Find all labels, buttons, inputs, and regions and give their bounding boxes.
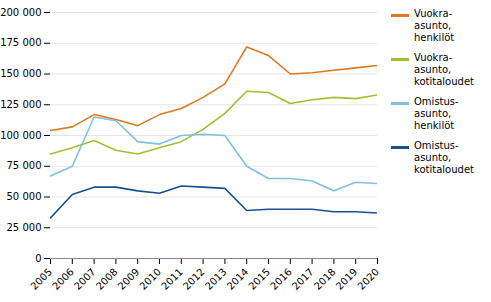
svg-text:2012: 2012 xyxy=(181,266,207,292)
svg-text:175 000: 175 000 xyxy=(0,37,41,48)
svg-text:150 000: 150 000 xyxy=(0,68,41,79)
svg-text:2019: 2019 xyxy=(334,266,360,292)
svg-text:2005: 2005 xyxy=(28,266,54,292)
svg-text:50 000: 50 000 xyxy=(7,191,42,202)
svg-text:200 000: 200 000 xyxy=(0,7,41,18)
html-text:Omistus- asunto, kotitaloudet: Omistus- asunto, kotitaloudet xyxy=(414,140,474,175)
svg-text:0: 0 xyxy=(35,253,41,264)
html-text:Vuokra- asunto, kotitaloudet: Vuokra- asunto, kotitaloudet xyxy=(414,52,474,87)
svg-text:25 000: 25 000 xyxy=(7,222,42,233)
svg-text:2006: 2006 xyxy=(50,266,76,292)
html-text:Omistus- asunto, henkilöt: Omistus- asunto, henkilöt xyxy=(414,96,459,131)
svg-text:125 000: 125 000 xyxy=(0,99,41,110)
svg-text:2014: 2014 xyxy=(225,266,251,292)
svg-text:2011: 2011 xyxy=(159,266,185,292)
svg-text:2016: 2016 xyxy=(268,266,294,292)
svg-text:75 000: 75 000 xyxy=(7,160,42,171)
svg-text:2020: 2020 xyxy=(355,266,381,292)
svg-text:2013: 2013 xyxy=(203,266,229,292)
svg-text:2009: 2009 xyxy=(116,266,142,292)
html-text:Vuokra- asunto, henkilöt: Vuokra- asunto, henkilöt xyxy=(414,8,455,43)
svg-text:2007: 2007 xyxy=(72,266,98,292)
svg-text:2010: 2010 xyxy=(137,266,163,292)
svg-text:100 000: 100 000 xyxy=(0,130,41,141)
svg-text:2017: 2017 xyxy=(290,266,316,292)
svg-text:2015: 2015 xyxy=(246,266,272,292)
svg-text:2018: 2018 xyxy=(312,266,338,292)
svg-text:2008: 2008 xyxy=(94,266,120,292)
